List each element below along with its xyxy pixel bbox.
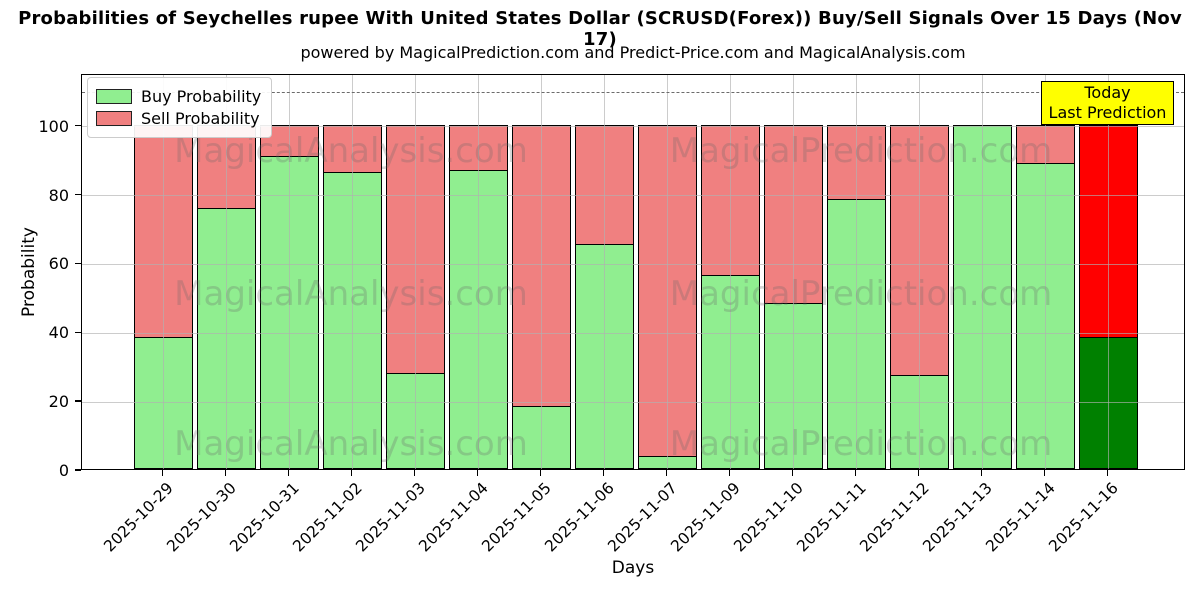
gridline-horizontal bbox=[82, 126, 1184, 128]
y-tick-label: 40 bbox=[48, 323, 69, 343]
gridline-vertical bbox=[289, 75, 290, 469]
threshold-dashed-line bbox=[82, 92, 1184, 94]
gridline-horizontal bbox=[82, 332, 1184, 334]
x-tick-mark bbox=[854, 470, 857, 476]
x-tick-mark bbox=[1043, 470, 1046, 476]
gridline-horizontal bbox=[82, 195, 1184, 197]
today-annotation: Today Last Prediction bbox=[1041, 81, 1174, 125]
gridline-vertical bbox=[982, 75, 983, 469]
x-tick-mark bbox=[980, 470, 983, 476]
x-tick-mark bbox=[791, 470, 794, 476]
sell-swatch-icon bbox=[96, 111, 132, 126]
legend-buy-label: Buy Probability bbox=[141, 87, 262, 106]
gridline-horizontal bbox=[82, 263, 1184, 265]
buy-swatch-icon bbox=[96, 89, 132, 104]
gridline-vertical bbox=[541, 75, 542, 469]
gridline-vertical bbox=[730, 75, 731, 469]
y-tick-label: 100 bbox=[38, 116, 69, 136]
x-tick-mark bbox=[917, 470, 920, 476]
chart-title: Probabilities of Seychelles rupee With U… bbox=[18, 8, 1182, 50]
y-tick-mark bbox=[75, 331, 81, 333]
gridline-vertical bbox=[1045, 75, 1046, 469]
y-tick-label: 20 bbox=[48, 392, 69, 412]
x-axis-label: Days bbox=[611, 558, 655, 578]
x-tick-mark bbox=[602, 470, 605, 476]
gridline-vertical bbox=[856, 75, 857, 469]
gridline-vertical bbox=[793, 75, 794, 469]
gridline-vertical bbox=[226, 75, 227, 469]
y-tick-label: 0 bbox=[58, 461, 69, 480]
gridline-vertical bbox=[415, 75, 416, 469]
gridline-vertical bbox=[919, 75, 920, 469]
x-tick-mark bbox=[1106, 470, 1109, 476]
y-tick-mark bbox=[75, 400, 81, 402]
gridline-horizontal bbox=[82, 401, 1184, 403]
x-tick-mark bbox=[287, 470, 290, 476]
x-tick-mark bbox=[539, 470, 542, 476]
gridline-vertical bbox=[352, 75, 353, 469]
x-tick-mark bbox=[476, 470, 479, 476]
x-axis-ticks: 2025-10-29 2025-10-30 2025-10-31 2025-11-02… bbox=[81, 470, 1185, 590]
x-tick-mark bbox=[728, 470, 731, 476]
x-tick-mark bbox=[161, 470, 164, 476]
y-tick-label: 60 bbox=[48, 254, 69, 274]
gridline-vertical bbox=[667, 75, 668, 469]
x-tick-mark bbox=[350, 470, 353, 476]
legend-sell-label: Sell Probability bbox=[141, 109, 260, 128]
legend-entry-buy: Buy Probability bbox=[96, 87, 261, 106]
today-annotation-line1: Today bbox=[1084, 83, 1131, 102]
plot-area: MagicalAnalysis.com MagicalPrediction.com… bbox=[81, 74, 1185, 470]
legend-entry-sell: Sell Probability bbox=[96, 109, 261, 128]
y-tick-mark bbox=[75, 469, 81, 471]
gridline-vertical bbox=[478, 75, 479, 469]
y-tick-mark bbox=[75, 193, 81, 196]
y-tick-label: 80 bbox=[48, 185, 69, 205]
gridline-vertical bbox=[163, 75, 164, 469]
gridline-vertical bbox=[1108, 75, 1109, 469]
x-tick-mark bbox=[224, 470, 227, 476]
today-annotation-line2: Last Prediction bbox=[1048, 103, 1167, 122]
y-axis-ticks: 0 20 40 60 80 100 bbox=[0, 74, 81, 480]
chart-subtitle: powered by MagicalPrediction.com and Pre… bbox=[300, 43, 966, 62]
legend: Buy Probability Sell Probability bbox=[87, 77, 273, 138]
gridline-vertical bbox=[604, 75, 605, 469]
x-tick-mark bbox=[413, 470, 416, 476]
y-tick-mark bbox=[75, 124, 81, 127]
y-tick-mark bbox=[75, 262, 81, 265]
x-tick-mark bbox=[665, 470, 668, 476]
